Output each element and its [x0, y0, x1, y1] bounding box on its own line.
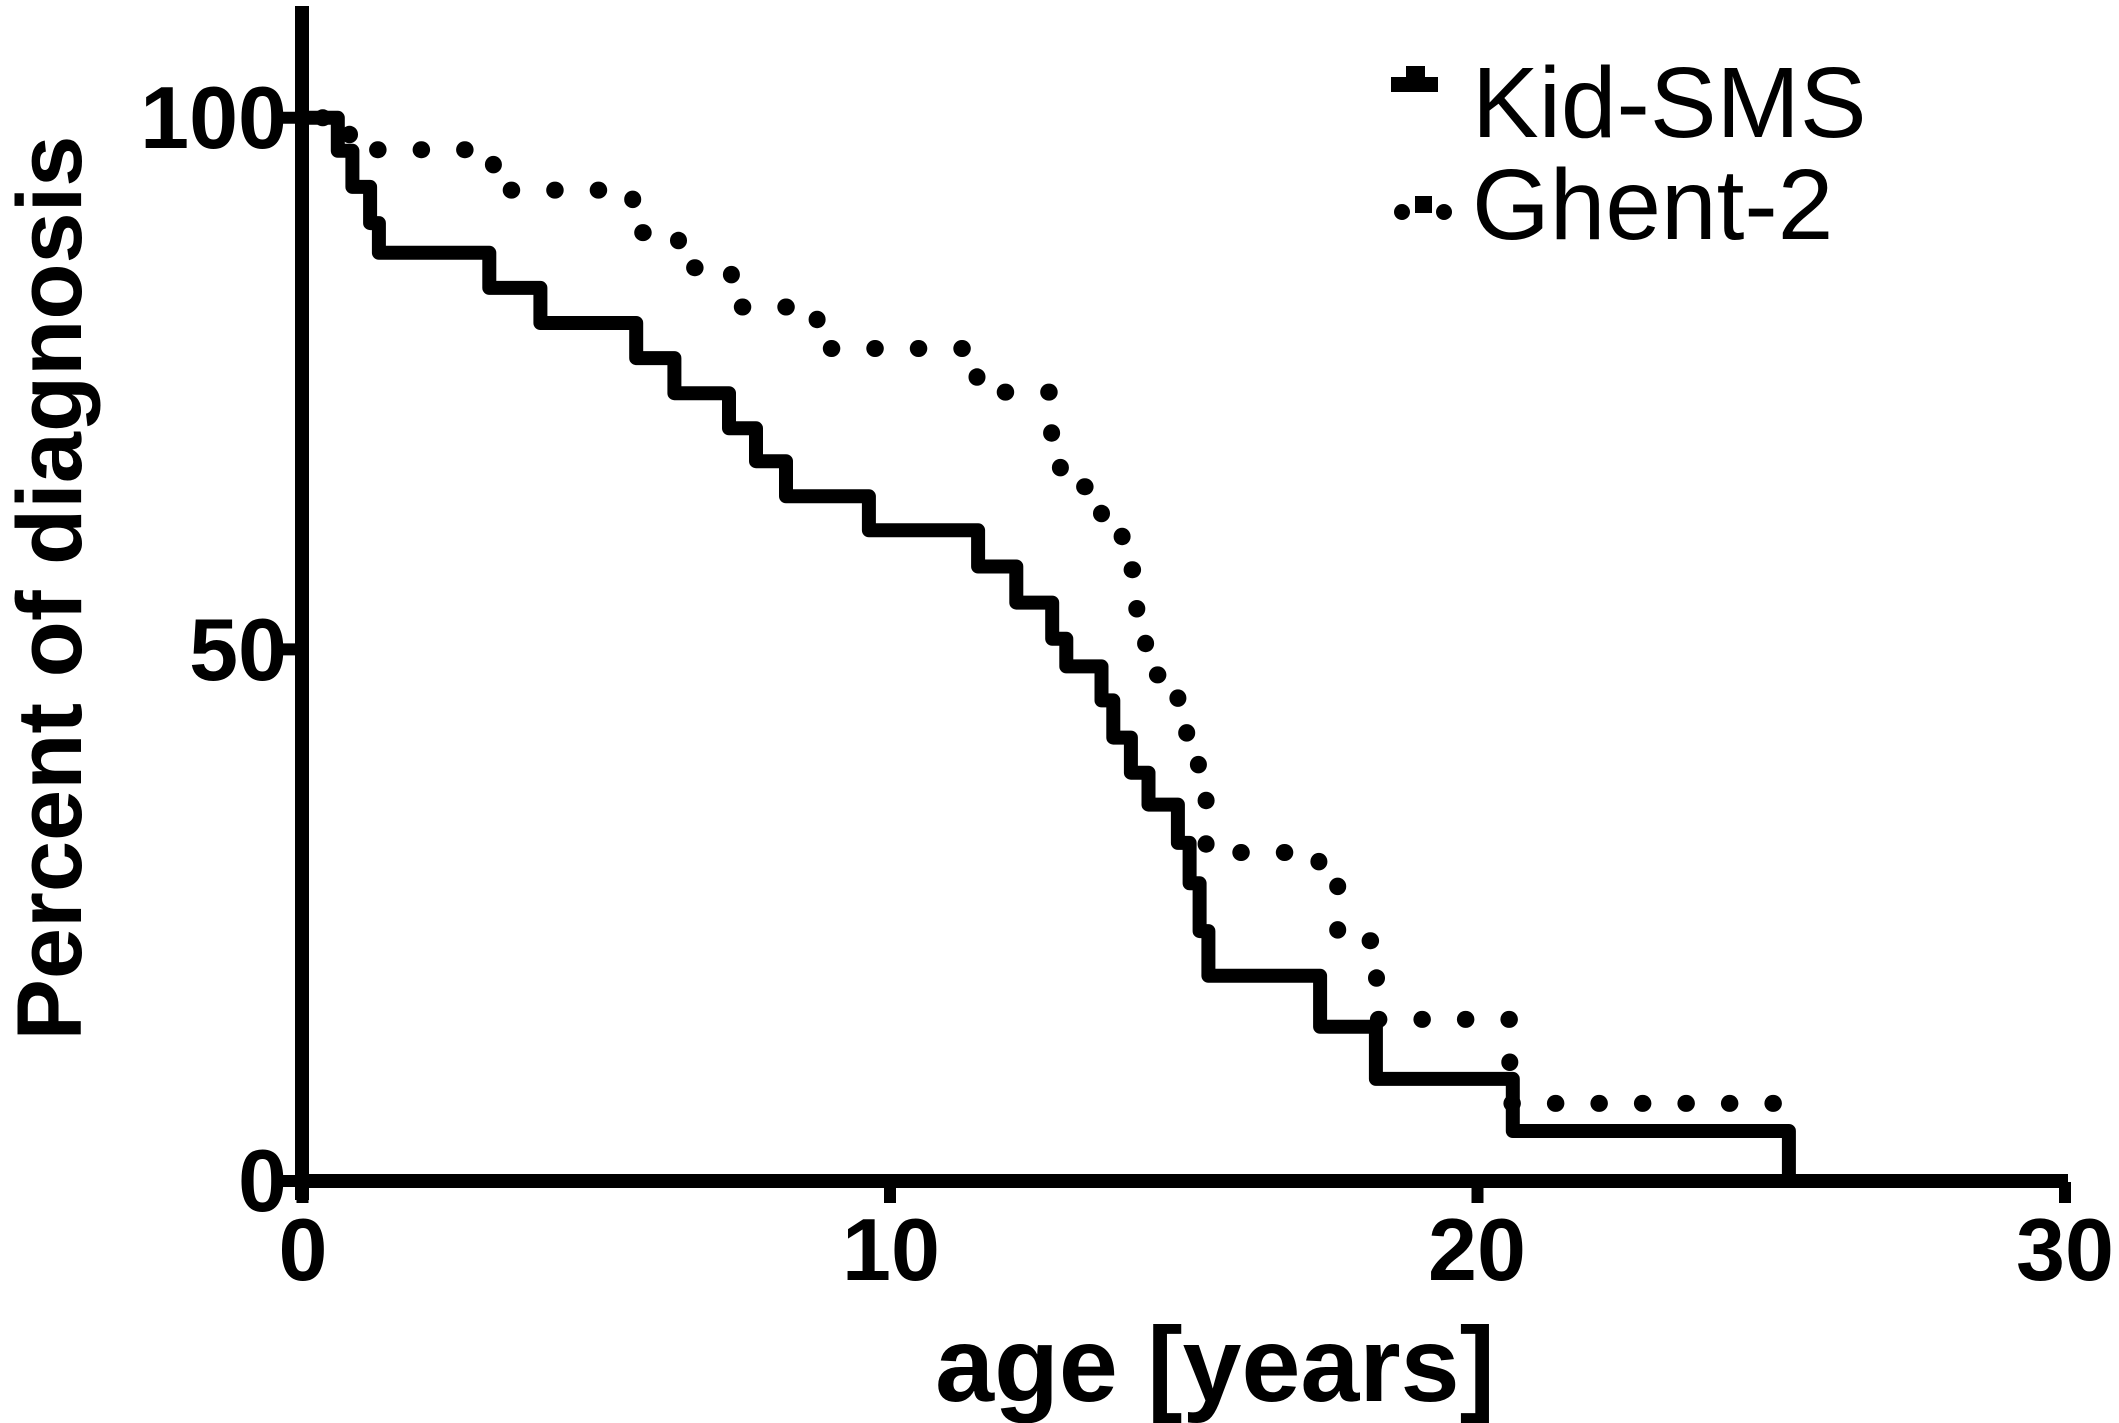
kid-sms-curve: [302, 110, 1796, 1181]
x-axis-title: age [years]: [935, 1306, 1495, 1423]
ghent-2-curve: [294, 109, 1807, 1123]
x-tick-label-10: 10: [842, 1200, 940, 1299]
x-tick-label-0: 0: [278, 1200, 328, 1299]
y-tick-label-100: 100: [140, 68, 287, 167]
ghent-2-legend-marker-icon: [1394, 196, 1452, 220]
legend-label-kid-sms: Kid-SMS: [1472, 47, 1867, 159]
x-tick-label-20: 20: [1428, 1200, 1526, 1299]
x-tick-label-30: 30: [2016, 1200, 2114, 1299]
legend-label-ghent-2: Ghent-2: [1472, 149, 1834, 261]
axis-ticks: [283, 111, 2071, 1203]
kid-sms-legend-marker-icon: [1391, 66, 1438, 92]
y-tick-label-0: 0: [238, 1131, 287, 1230]
y-tick-label-50: 50: [189, 600, 287, 699]
y-axis-title: Percent of diagnosis: [0, 135, 101, 1041]
